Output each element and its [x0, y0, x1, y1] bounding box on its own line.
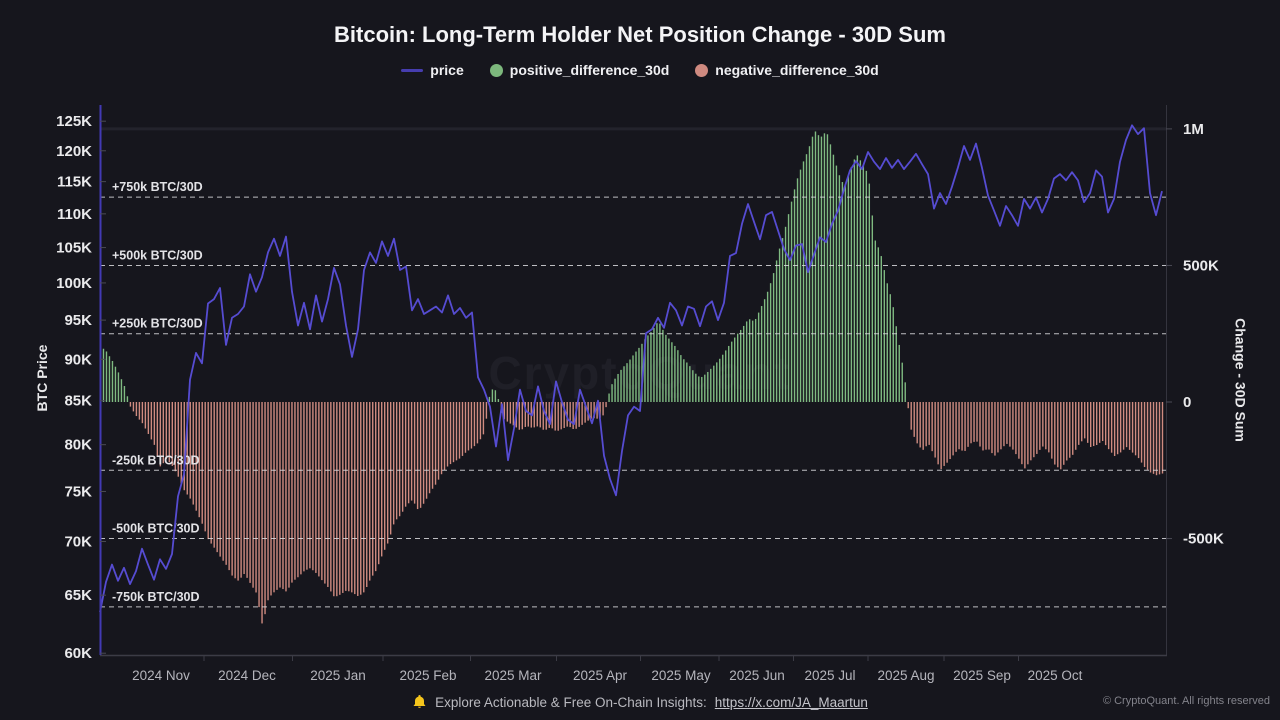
reference-line-label: -500k BTC/30D	[112, 522, 200, 536]
legend-line-swatch	[401, 68, 424, 72]
x-axis-label: 2025 Jun	[729, 668, 785, 683]
legend-item-price: price	[401, 62, 464, 78]
negative-bars	[129, 402, 1164, 624]
right-axis-tick-label: 0	[1183, 394, 1191, 411]
reference-line-label: -250k BTC/30D	[112, 453, 200, 467]
left-axis-tick-label: 110K	[57, 206, 92, 223]
reference-line-label: -750k BTC/30D	[112, 590, 200, 604]
left-axis-tick-label: 80K	[64, 437, 92, 454]
legend-item-negative_difference_30d: negative_difference_30d	[695, 62, 879, 78]
legend-item-positive_difference_30d: positive_difference_30d	[489, 62, 670, 78]
left-axis-tick-label: 65K	[64, 587, 92, 604]
x-axis-label: 2025 Jul	[804, 668, 855, 683]
left-axis-title: BTC Price	[34, 344, 50, 412]
x-axis-label: 2025 Apr	[573, 668, 628, 683]
page-title: Bitcoin: Long-Term Holder Net Position C…	[334, 22, 946, 47]
right-axis-tick-label: 500K	[1183, 257, 1219, 274]
reference-line-label: +250k BTC/30D	[112, 317, 203, 331]
legend-dot-swatch	[695, 63, 709, 77]
left-axis-tick-label: 60K	[64, 645, 92, 662]
x-axis-label: 2025 May	[651, 668, 711, 683]
bell-icon	[413, 694, 426, 708]
right-axis-tick-label: 1M	[1183, 121, 1204, 138]
right-axis-tick-label: -500K	[1183, 531, 1224, 548]
left-axis-tick-label: 115K	[57, 174, 92, 191]
x-axis-label: 2025 Aug	[877, 668, 934, 683]
left-axis-tick-label: 70K	[64, 533, 92, 550]
x-axis-label: 2025 Oct	[1028, 668, 1083, 683]
footer: Explore Actionable & Free On-Chain Insig…	[0, 694, 1280, 710]
left-axis-tick-label: 85K	[64, 393, 92, 410]
left-axis-tick-label: 95K	[64, 312, 92, 329]
x-axis-label: 2025 Feb	[399, 668, 456, 683]
right-axis-title: Change - 30D Sum	[1232, 318, 1249, 442]
reference-line-label: +500k BTC/30D	[112, 248, 203, 262]
legend-label: negative_difference_30d	[715, 62, 879, 78]
left-axis-tick-label: 105K	[56, 240, 92, 257]
left-axis-tick-label: 120K	[56, 143, 92, 160]
x-axis-label: 2025 Sep	[953, 668, 1011, 683]
left-axis-tick-label: 125K	[56, 113, 92, 130]
x-axis-label: 2024 Dec	[218, 668, 276, 683]
legend-label: price	[430, 62, 464, 78]
legend-label: positive_difference_30d	[509, 62, 670, 78]
reference-line-label: +750k BTC/30D	[112, 180, 203, 194]
legend-dot-swatch	[489, 63, 503, 77]
price-line	[99, 124, 1163, 613]
footer-text: Explore Actionable & Free On-Chain Insig…	[435, 694, 707, 710]
legend: price positive_difference_30d negative_dif…	[0, 62, 1280, 78]
footer-link[interactable]: https://x.com/JA_Maartun	[714, 694, 868, 710]
x-axis-label: 2025 Mar	[484, 668, 542, 683]
positive-bars	[99, 131, 906, 403]
copyright: © CryptoQuant. All rights reserved	[1102, 695, 1270, 707]
x-axis-label: 2025 Jan	[310, 668, 366, 683]
x-axis-label: 2024 Nov	[132, 668, 190, 683]
left-axis-tick-label: 90K	[64, 351, 92, 368]
left-axis-tick-label: 100K	[56, 275, 92, 292]
left-axis-tick-label: 75K	[64, 483, 92, 500]
